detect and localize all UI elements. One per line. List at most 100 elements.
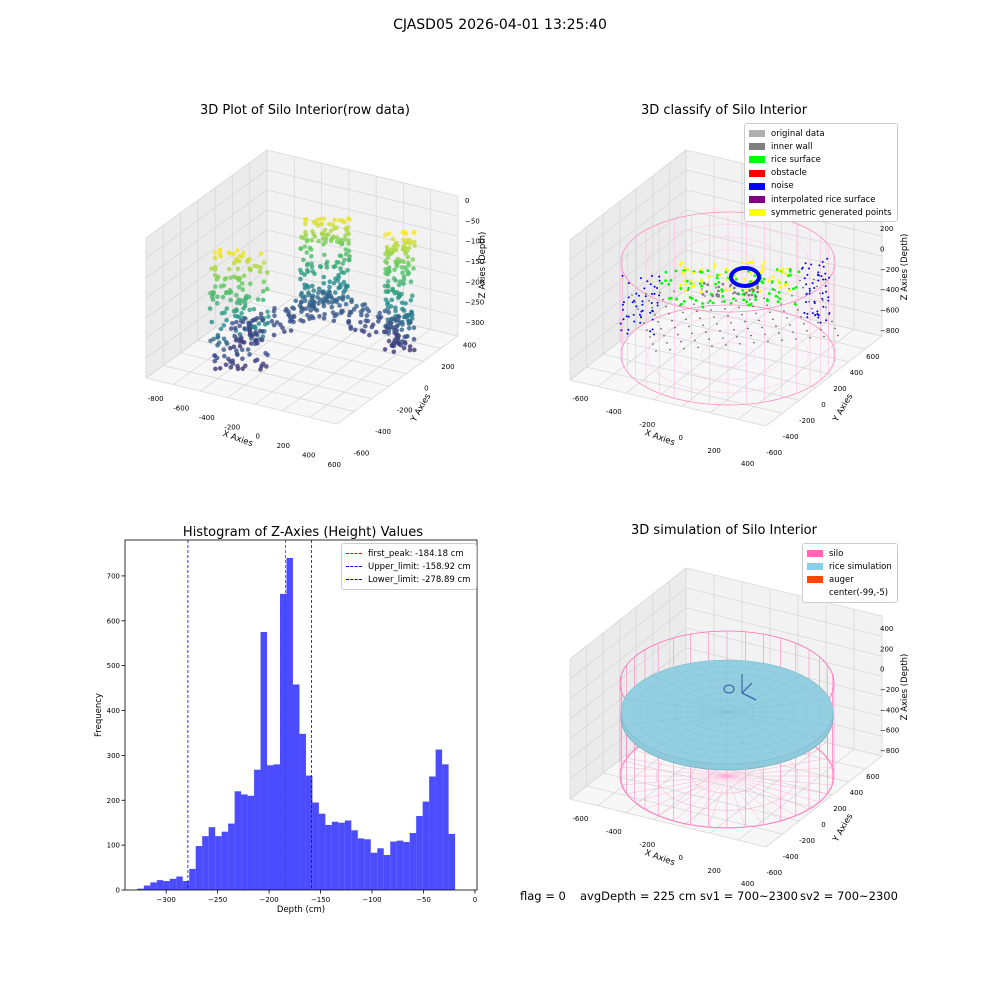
raw-data-point: [228, 345, 233, 351]
noise-point: [653, 285, 656, 288]
raw-data-point: [237, 339, 242, 344]
histogram-bar: [208, 827, 216, 890]
interpolated-point: [750, 334, 752, 337]
histogram-bar: [344, 820, 352, 890]
raw-data-point: [324, 298, 330, 303]
raw-data-point: [390, 287, 395, 293]
raw-ytick: -600: [354, 450, 370, 458]
auger-line: [741, 682, 753, 694]
raw-data-point: [396, 341, 401, 347]
rice-mesh: [726, 711, 803, 749]
silo-wire: [726, 775, 820, 803]
sim-legend-label: silo: [829, 548, 844, 559]
raw-data-point: [223, 339, 229, 345]
raw-data-point: [237, 301, 243, 306]
raw-data-point: [305, 313, 310, 318]
interpolated-point: [710, 309, 712, 311]
interpolated-point: [663, 335, 665, 337]
silo-wire: [658, 775, 728, 816]
histogram-xtick-label: −200: [259, 896, 278, 904]
raw-data-point: [400, 306, 405, 312]
interpolated-point: [674, 326, 676, 329]
sim-legend-item: center(-99,-5): [807, 587, 892, 600]
raw-data-point: [207, 306, 213, 311]
grid-line: [266, 209, 459, 257]
grid-line: [765, 335, 883, 427]
raw-data-point: [329, 304, 335, 310]
interpolated-point: [834, 327, 836, 330]
raw-data-point: [392, 316, 398, 322]
sim-xtick: 400: [741, 880, 754, 888]
rice-surface-point: [708, 299, 712, 303]
raw-data-point: [236, 284, 242, 290]
raw-data-point: [391, 325, 396, 330]
classify-legend-label: symmetric generated points: [771, 207, 892, 218]
raw-data-point: [247, 307, 252, 313]
raw-data-point: [217, 366, 223, 371]
classify-legend-swatch: [749, 156, 765, 164]
interpolated-point: [648, 300, 650, 302]
histogram-bar: [176, 876, 183, 890]
inner-wall-point: [732, 286, 736, 290]
symmetric-point: [776, 278, 780, 282]
raw-data-point: [217, 252, 223, 257]
rice-mesh: [651, 675, 728, 713]
interpolated-point: [654, 314, 656, 316]
classify-xtick: -600: [572, 395, 588, 403]
histogram-bar: [137, 888, 144, 890]
raw-data-point: [338, 282, 343, 287]
raw-data-point: [244, 293, 249, 299]
raw-plot-box: -800 -600 -400 -200 0 200 400 600 -600 -400 -200 0 2…: [145, 149, 488, 469]
symmetric-point: [684, 282, 688, 286]
raw-data-point: [238, 318, 244, 324]
raw-data-point: [215, 332, 221, 338]
raw-ztick: −200: [465, 278, 484, 286]
noise-point: [822, 305, 825, 308]
noise-point: [627, 328, 630, 331]
grid-line: [685, 269, 883, 317]
interpolated-point: [747, 327, 749, 330]
raw-data-point: [402, 334, 408, 340]
histogram-bar: [383, 855, 391, 890]
histogram-ytick-label: 300: [107, 752, 120, 760]
noise-point: [818, 264, 821, 267]
raw-data-point: [405, 271, 411, 277]
raw-data-point: [330, 310, 336, 315]
histogram-legend-label: Lower_limit: -278.89 cm: [368, 574, 471, 585]
noise-point: [803, 311, 806, 314]
interpolated-point: [822, 299, 824, 302]
interpolated-point: [761, 326, 763, 329]
noise-point: [650, 302, 653, 304]
interpolated-point: [669, 349, 671, 351]
grid-line: [145, 149, 268, 239]
raw-data-point: [394, 262, 400, 267]
raw-data-point: [235, 248, 240, 253]
noise-point: [635, 305, 638, 308]
histogram-ytick-label: 200: [107, 797, 120, 805]
raw-data-point: [231, 308, 237, 314]
raw-data-point: [334, 312, 340, 317]
rice-mesh: [726, 666, 781, 713]
histogram-legend-item: Upper_limit: -158.92 cm: [346, 560, 471, 573]
histogram-bar: [422, 801, 430, 890]
inner-wall-point: [706, 283, 710, 287]
classify-zlabel: Z Axies (Depth): [900, 234, 910, 301]
raw-data-point: [221, 336, 227, 342]
classify-ztick: −200: [880, 266, 899, 274]
sim-ztick: 200: [880, 645, 893, 653]
histogram-xtick-label: −150: [311, 896, 330, 904]
symmetric-point: [692, 282, 696, 286]
raw-data-point: [253, 338, 258, 344]
raw-data-point: [257, 328, 263, 334]
raw-data-point: [261, 260, 267, 265]
raw-data-point: [400, 270, 405, 276]
noise-point: [827, 299, 830, 302]
raw-data-point: [386, 265, 392, 270]
raw-data-point: [321, 303, 327, 309]
rice-surface-point: [715, 276, 719, 280]
noise-point: [621, 274, 624, 277]
raw-data-point: [396, 314, 402, 320]
histogram-bar: [312, 802, 319, 890]
interpolated-point: [688, 325, 690, 328]
inner-wall-point: [748, 289, 751, 292]
